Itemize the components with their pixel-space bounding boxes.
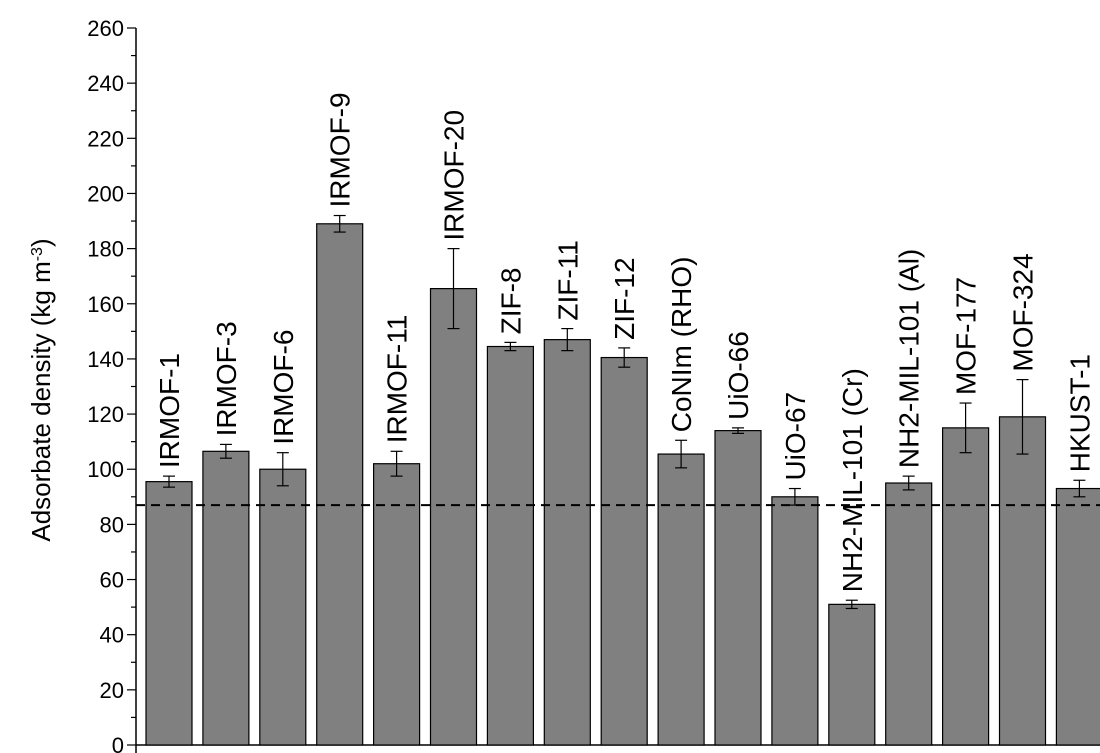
bar — [202, 450, 250, 746]
bar — [771, 496, 819, 746]
y-axis-title-sup: -3 — [29, 247, 46, 261]
bar — [316, 223, 364, 746]
bar — [714, 430, 762, 746]
bar-category-label: NH2-MIL-101 (Al) — [894, 249, 925, 468]
bar — [259, 468, 307, 746]
bars — [136, 214, 1100, 746]
bar-category-label: UiO-66 — [723, 331, 754, 420]
bar — [543, 339, 591, 746]
bar-category-label: ZIF-8 — [495, 267, 526, 334]
y-tick-label: 60 — [100, 568, 124, 593]
bar-category-label: IRMOF-1 — [154, 353, 185, 468]
bar-category-label: IRMOF-3 — [211, 321, 242, 436]
bar-category-label: UiO-67 — [780, 392, 811, 481]
y-axis-title-end: ) — [26, 238, 56, 247]
y-tick-label: 40 — [100, 623, 124, 648]
y-tick-label: 160 — [87, 292, 124, 317]
bar — [828, 603, 876, 746]
bar-category-label: IRMOF-6 — [268, 330, 299, 445]
bar-category-label: CoNIm (RHO) — [666, 257, 697, 433]
y-tick-label: 260 — [87, 16, 124, 41]
bar — [1055, 487, 1100, 746]
bar-category-label: NH2-MIL-101 (Cr) — [837, 368, 868, 592]
y-axis-title: Adsorbate density (kg m-3) — [26, 238, 56, 541]
bar-category-label: ZIF-12 — [609, 257, 640, 339]
bar — [885, 482, 933, 746]
y-tick-label: 140 — [87, 347, 124, 372]
bar — [486, 345, 534, 746]
y-axis-title-main: Adsorbate density (kg m — [26, 261, 56, 541]
bar-category-label: IRMOF-20 — [439, 110, 470, 241]
y-tick-label: 220 — [87, 126, 124, 151]
y-tick-label: 0 — [112, 733, 124, 753]
y-tick-label: 180 — [87, 237, 124, 262]
bar-category-label: HKUST-1 — [1064, 354, 1095, 472]
y-tick-label: 200 — [87, 181, 124, 206]
y-tick-label: 20 — [100, 678, 124, 703]
bar — [145, 481, 193, 746]
bar — [429, 288, 478, 746]
y-tick-label: 80 — [100, 512, 124, 537]
bar — [657, 453, 705, 746]
bar-category-label: IRMOF-9 — [325, 92, 356, 207]
bar-labels: IRMOF-1 IRMOF-3 IRMOF-6 IRMOF-9 IRMOF-11 IRMO… — [154, 92, 1095, 592]
bar — [941, 427, 990, 746]
bar-category-label: MOF-177 — [951, 277, 982, 395]
bar — [600, 356, 648, 746]
y-tick-label: 240 — [87, 71, 124, 96]
bar-category-label: IRMOF-11 — [382, 315, 413, 444]
bar-category-label: MOF-324 — [1008, 253, 1039, 371]
bar — [998, 416, 1047, 746]
y-tick-label: 100 — [87, 457, 124, 482]
bar-category-label: ZIF-11 — [552, 240, 583, 320]
y-tick-label: 120 — [87, 402, 124, 427]
